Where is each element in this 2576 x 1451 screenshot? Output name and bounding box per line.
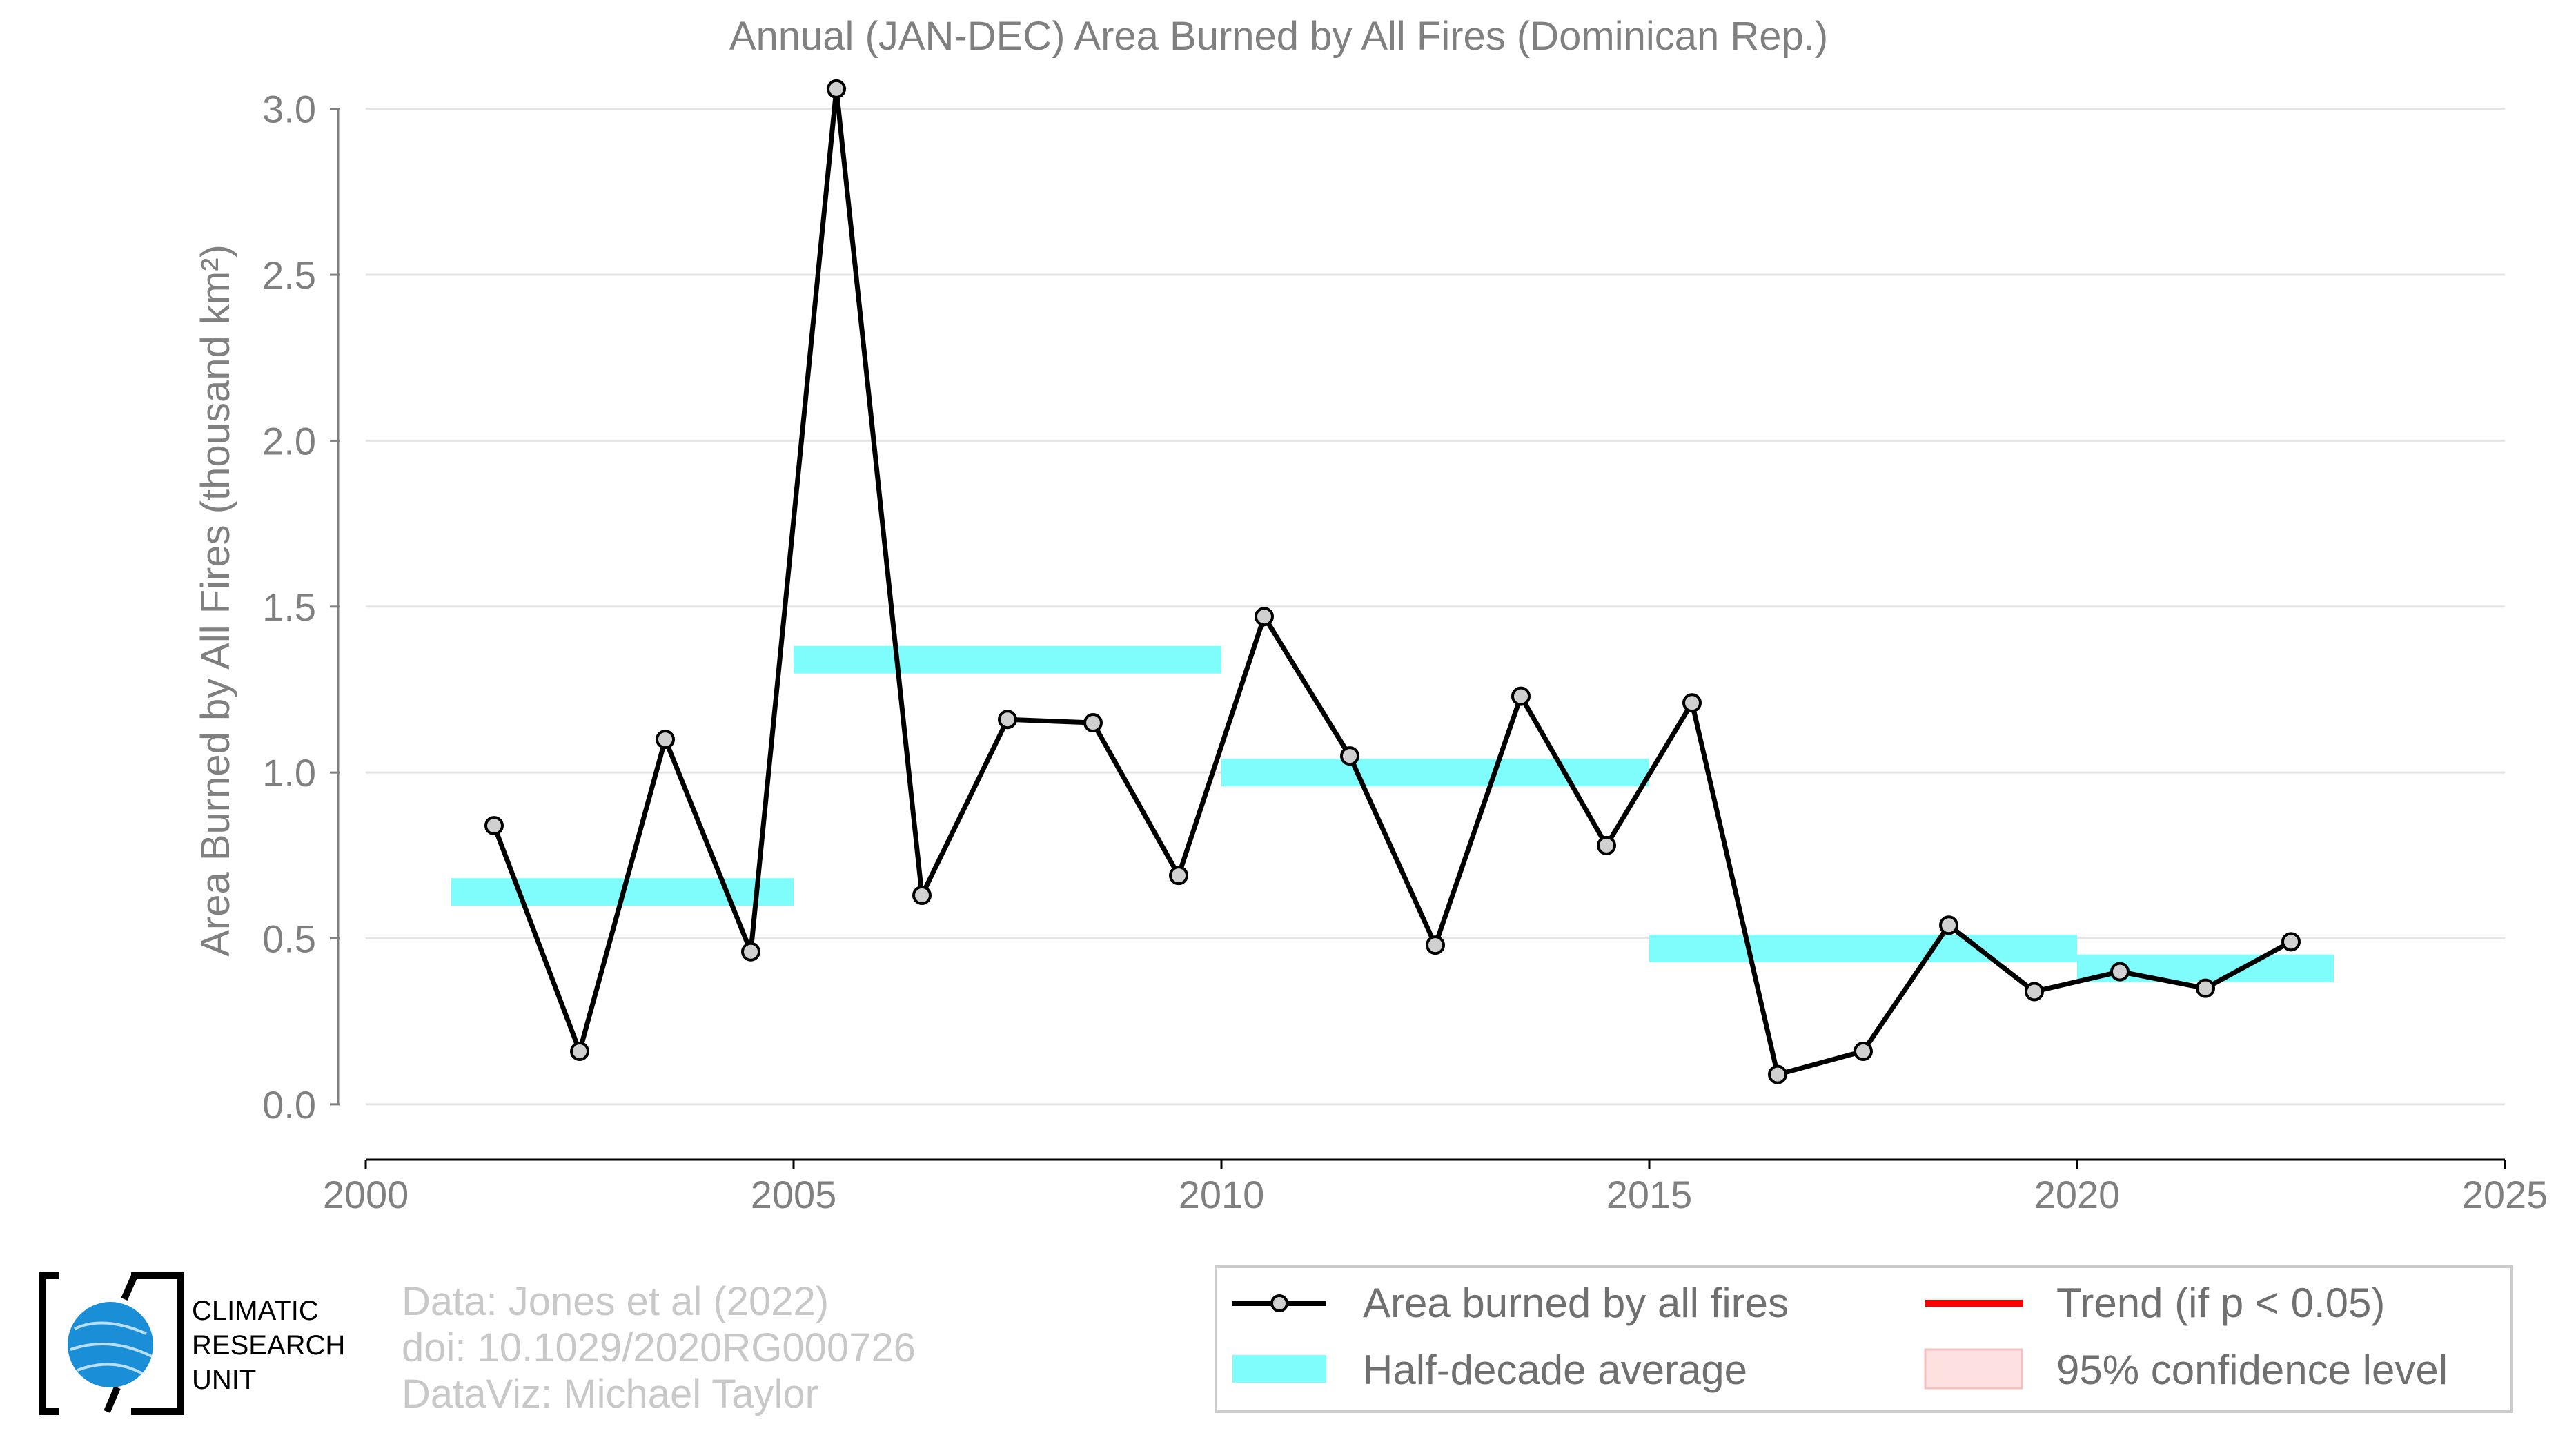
x-tick-label: 2005	[751, 1173, 837, 1216]
logo-bracket-right	[131, 1272, 184, 1415]
data-point	[1854, 1041, 1873, 1061]
y-tick-label: 1.5	[262, 585, 316, 629]
data-point	[1682, 693, 1702, 713]
x-tick-label: 2025	[2462, 1173, 2548, 1216]
legend-label-series: Area burned by all fires	[1363, 1280, 1789, 1326]
x-tick-label: 2015	[1606, 1173, 1693, 1216]
x-tick-label: 2000	[323, 1173, 409, 1216]
legend-label-band: Half-decade average	[1363, 1347, 1747, 1393]
data-point	[1768, 1064, 1787, 1084]
data-point	[1169, 866, 1188, 886]
data-point	[2281, 932, 2301, 952]
legend-swatch-band	[1232, 1355, 1326, 1383]
legend-box	[1215, 1265, 2513, 1413]
logo-slash-top	[121, 1274, 138, 1301]
data-point	[656, 730, 675, 750]
logo-line-2: RESEARCH	[192, 1330, 345, 1361]
half-decade-bar	[1649, 934, 2077, 962]
cru-logo: CLIMATIC RESEARCH UNIT	[39, 1272, 345, 1415]
y-axis-label: Area Burned by All Fires (thousand km²)	[193, 244, 238, 957]
x-tick-label: 2020	[2034, 1173, 2121, 1216]
y-tick-label: 2.0	[262, 419, 316, 462]
credit-doi: doi: 10.1029/2020RG000726	[402, 1325, 916, 1370]
series-line	[491, 86, 2292, 1078]
legend-label-confidence: 95% confidence level	[2056, 1347, 2448, 1393]
logo-line-1: CLIMATIC	[192, 1296, 319, 1326]
axes: 0.0 0.5 1.0 1.5 2.0 2.5 3.0 2000 2005 2010 2015 202…	[262, 88, 2548, 1216]
data-point	[741, 942, 760, 962]
data-point	[484, 816, 504, 836]
y-tick-label: 0.0	[262, 1083, 316, 1127]
data-point	[1939, 915, 1958, 935]
legend-label-trend: Trend (if p < 0.05)	[2056, 1280, 2385, 1326]
logo-bracket-left	[39, 1272, 59, 1415]
y-tick-label: 3.0	[262, 88, 316, 131]
data-point	[1340, 746, 1359, 766]
legend: Area burned by all fires Trend (if p < 0…	[1215, 1265, 2513, 1413]
y-tick-label: 1.0	[262, 751, 316, 795]
data-point	[1426, 935, 1445, 955]
credits: Data: Jones et al (2022) doi: 10.1029/20…	[402, 1279, 916, 1416]
x-tick-label: 2010	[1179, 1173, 1265, 1216]
y-tick-label: 2.5	[262, 253, 316, 297]
data-point	[2025, 982, 2044, 1002]
credit-dataviz: DataViz: Michael Taylor	[402, 1372, 818, 1416]
credit-data: Data: Jones et al (2022)	[402, 1279, 829, 1324]
half-decade-bar	[794, 645, 1221, 674]
legend-swatch-confidence	[1924, 1348, 2023, 1390]
series-area-burned	[484, 79, 2301, 1084]
data-point	[1255, 607, 1274, 627]
data-point	[1511, 686, 1531, 706]
data-point	[1083, 713, 1103, 733]
half-decade-bar	[1221, 759, 1649, 787]
globe-lines	[70, 1321, 153, 1376]
data-point	[570, 1041, 589, 1061]
data-point	[1597, 835, 1616, 855]
legend-marker-series	[1270, 1294, 1288, 1312]
data-point	[2196, 978, 2215, 998]
logo-line-3: UNIT	[192, 1365, 256, 1395]
data-point	[2110, 962, 2130, 982]
data-point	[827, 79, 846, 99]
half-decade-bands	[451, 645, 2334, 982]
data-point	[912, 886, 932, 906]
logo-slash-bottom	[104, 1386, 121, 1413]
chart-title: Annual (JAN-DEC) Area Burned by All Fire…	[729, 14, 1828, 59]
y-tick-label: 0.5	[262, 917, 316, 961]
data-point	[998, 710, 1017, 730]
